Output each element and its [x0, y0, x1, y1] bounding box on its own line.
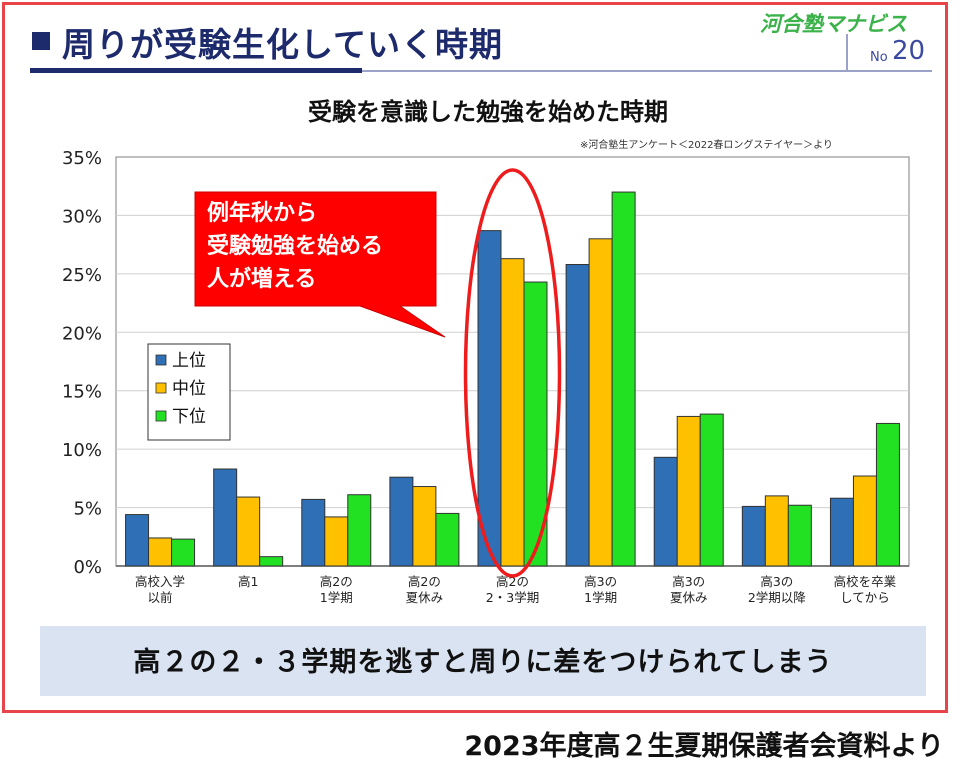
source-note: ※河合塾生アンケート＜2022春ロングステイヤー＞より [580, 140, 833, 151]
bar-中位-3 [412, 486, 437, 567]
x-tick-label: 2学期以降 [748, 590, 806, 605]
bar-中位-5 [588, 238, 613, 567]
issue-prefix: No [870, 50, 888, 65]
x-tick-label: 高校入学 [135, 574, 185, 589]
bar-下位-7 [787, 504, 812, 567]
y-tick-label: 5% [73, 499, 102, 520]
callout-bubble [194, 191, 446, 338]
y-tick-label: 10% [62, 440, 102, 461]
bar-中位-2 [324, 516, 349, 567]
issue-number-box: No 20 [846, 34, 932, 72]
y-tick-label: 25% [62, 265, 102, 286]
y-tick-label: 15% [62, 382, 102, 403]
x-tick-label: 高2の [496, 574, 529, 589]
x-tick-label: 高3の [672, 574, 705, 589]
x-tick-label: 高2の [320, 574, 353, 589]
bar-下位-4 [523, 281, 548, 567]
chart-title: 受験を意識した勉強を始めた時期 [308, 98, 668, 126]
bar-上位-6 [653, 456, 678, 567]
legend-swatch-中位 [155, 382, 167, 394]
x-tick-label: 高2の [408, 574, 441, 589]
legend-swatch-上位 [155, 354, 167, 366]
legend-label-下位: 下位 [172, 407, 206, 427]
callout-text-line: 例年秋から [207, 200, 317, 226]
legend-label-上位: 上位 [172, 351, 206, 371]
bar-上位-7 [741, 505, 766, 567]
bottom-banner: 高２の２・３学期を逃すと周りに差をつけられてしまう [40, 626, 926, 696]
x-tick-label: 高3の [584, 574, 617, 589]
x-tick-label: 高1 [238, 574, 258, 589]
header-rule [362, 70, 932, 72]
x-tick-label: 1学期 [584, 590, 617, 605]
x-tick-label: 1学期 [320, 590, 353, 605]
x-tick-label: 高校を卒業 [834, 574, 897, 589]
header-underline [30, 68, 362, 73]
callout-text-line: 人が増える [207, 266, 316, 292]
bar-上位-0 [125, 514, 150, 567]
y-tick-label: 0% [73, 557, 102, 578]
y-tick-label: 30% [62, 206, 102, 227]
bar-上位-5 [565, 264, 590, 567]
bar-中位-4 [500, 258, 525, 567]
footer-note: 2023年度高２生夏期保護者会資料より [464, 731, 944, 762]
bar-下位-0 [171, 538, 196, 567]
bar-中位-7 [764, 495, 789, 567]
legend-swatch-下位 [155, 410, 167, 422]
bar-下位-6 [699, 413, 724, 567]
bar-中位-6 [676, 415, 701, 567]
bar-中位-0 [148, 537, 173, 567]
bar-上位-2 [301, 498, 326, 567]
page-title: 周りが受験生化していく時期 [62, 25, 504, 64]
bar-上位-8 [829, 497, 854, 567]
bar-下位-3 [435, 512, 460, 567]
bar-下位-5 [611, 191, 636, 567]
issue-number: 20 [892, 36, 926, 66]
brand-logo: 河合塾マナビス [760, 12, 907, 36]
highlight-ellipse [463, 168, 562, 578]
bottom-message: 高２の２・３学期を逃すと周りに差をつけられてしまう [133, 647, 833, 678]
bar-下位-1 [259, 556, 284, 567]
x-tick-label: 以前 [148, 590, 173, 605]
y-tick-label: 35% [62, 148, 102, 169]
x-tick-label: 夏休み [406, 590, 444, 605]
bar-上位-3 [389, 476, 414, 567]
bar-上位-4 [477, 230, 502, 567]
bar-中位-8 [852, 475, 877, 567]
bar-下位-8 [875, 422, 900, 567]
bar-中位-1 [236, 496, 261, 567]
x-tick-label: 夏休み [670, 590, 708, 605]
x-tick-label: 高3の [760, 574, 793, 589]
header-bullet-icon [32, 32, 50, 50]
x-tick-label: 2・3学期 [486, 590, 539, 605]
y-tick-label: 20% [62, 323, 102, 344]
callout-text-line: 受験勉強を始める [207, 233, 383, 259]
bar-下位-2 [347, 494, 372, 567]
bar-上位-1 [213, 468, 238, 567]
x-tick-label: してから [840, 590, 890, 605]
legend-label-中位: 中位 [172, 379, 206, 399]
